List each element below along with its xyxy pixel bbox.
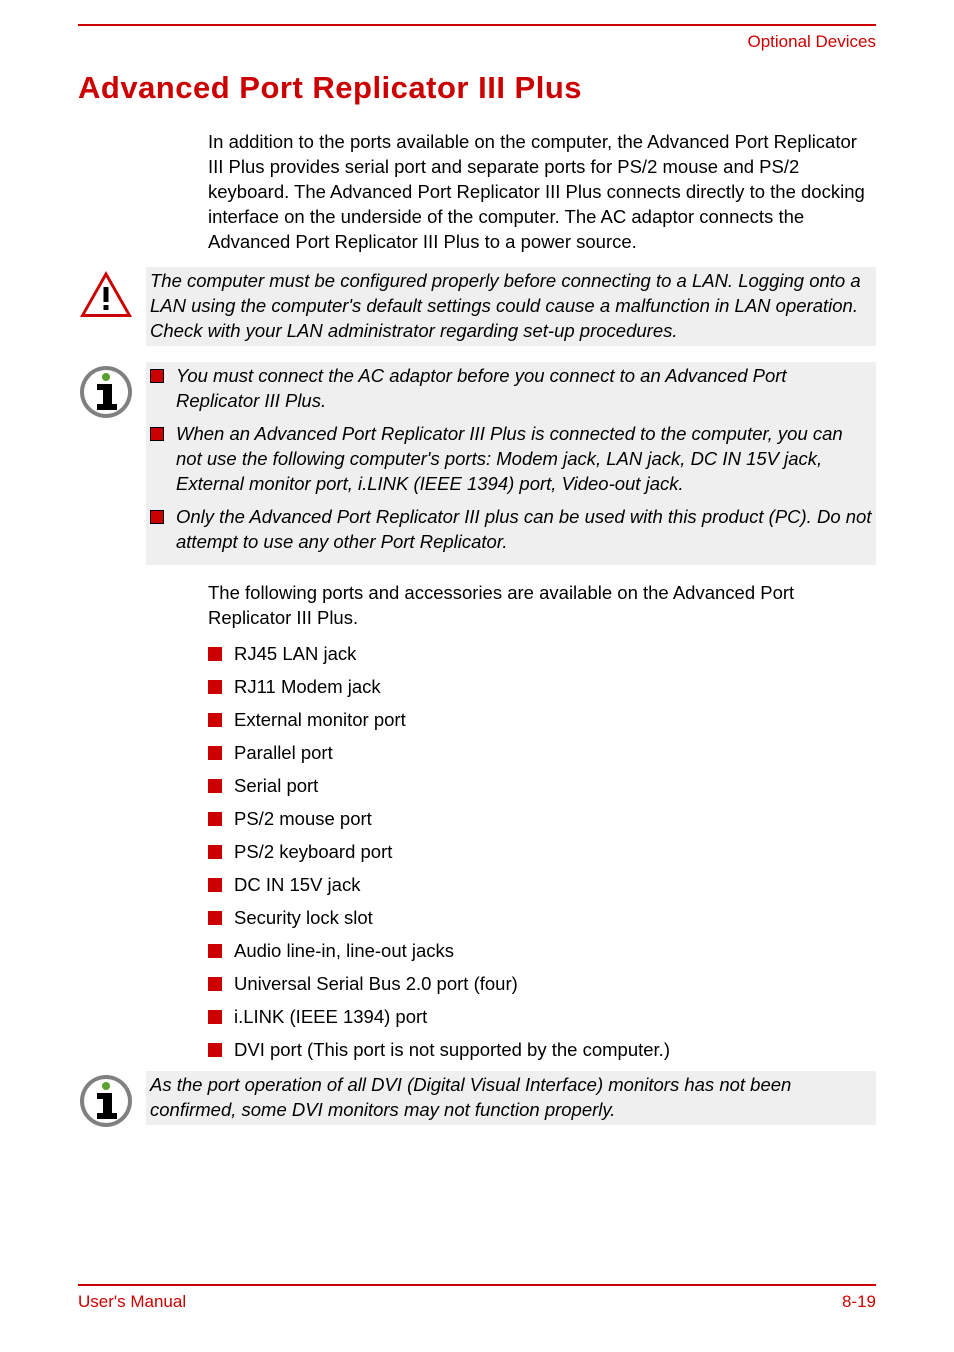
intro-paragraph: In addition to the ports available on th… bbox=[208, 130, 876, 255]
list-item-text: DVI port (This port is not supported by … bbox=[234, 1038, 876, 1063]
header-section-name: Optional Devices bbox=[78, 32, 876, 52]
list-item: Parallel port bbox=[208, 741, 876, 766]
bullet-square-icon bbox=[208, 845, 222, 859]
page-footer: User's Manual 8-19 bbox=[78, 1284, 876, 1312]
list-item-text: Only the Advanced Port Replicator III pl… bbox=[176, 505, 872, 555]
warning-icon bbox=[78, 269, 134, 324]
bullet-square-icon bbox=[150, 427, 164, 441]
bullet-square-icon bbox=[208, 1043, 222, 1057]
bullet-square-icon bbox=[150, 369, 164, 383]
ports-list: RJ45 LAN jack RJ11 Modem jack External mon… bbox=[208, 642, 876, 1063]
list-item-text: You must connect the AC adaptor before y… bbox=[176, 364, 872, 414]
info-icon bbox=[78, 1073, 134, 1134]
list-item-text: PS/2 keyboard port bbox=[234, 840, 876, 865]
list-item-text: RJ45 LAN jack bbox=[234, 642, 876, 667]
list-item: Serial port bbox=[208, 774, 876, 799]
footer-left: User's Manual bbox=[78, 1292, 186, 1312]
list-item: When an Advanced Port Replicator III Plu… bbox=[150, 422, 872, 497]
list-item: DVI port (This port is not supported by … bbox=[208, 1038, 876, 1063]
bullet-square-icon bbox=[208, 647, 222, 661]
info-icon bbox=[78, 364, 134, 425]
list-item: Audio line-in, line-out jacks bbox=[208, 939, 876, 964]
info-callout-2: As the port operation of all DVI (Digita… bbox=[78, 1071, 876, 1134]
bullet-square-icon bbox=[208, 779, 222, 793]
list-item-text: Universal Serial Bus 2.0 port (four) bbox=[234, 972, 876, 997]
bullet-square-icon bbox=[208, 977, 222, 991]
list-item-text: When an Advanced Port Replicator III Plu… bbox=[176, 422, 872, 497]
bullet-square-icon bbox=[208, 812, 222, 826]
list-item: PS/2 mouse port bbox=[208, 807, 876, 832]
list-item-text: Security lock slot bbox=[234, 906, 876, 931]
bullet-square-icon bbox=[208, 746, 222, 760]
page-title: Advanced Port Replicator III Plus bbox=[78, 70, 876, 106]
list-item-text: RJ11 Modem jack bbox=[234, 675, 876, 700]
list-item-text: Audio line-in, line-out jacks bbox=[234, 939, 876, 964]
bullet-square-icon bbox=[208, 1010, 222, 1024]
list-item: Universal Serial Bus 2.0 port (four) bbox=[208, 972, 876, 997]
dvi-note-text: As the port operation of all DVI (Digita… bbox=[146, 1071, 876, 1125]
warning-callout: The computer must be configured properly… bbox=[78, 267, 876, 346]
bullet-square-icon bbox=[150, 510, 164, 524]
list-item: i.LINK (IEEE 1394) port bbox=[208, 1005, 876, 1030]
list-item-text: Parallel port bbox=[234, 741, 876, 766]
info-callout-1: You must connect the AC adaptor before y… bbox=[78, 362, 876, 565]
list-item: You must connect the AC adaptor before y… bbox=[150, 364, 872, 414]
list-item-text: i.LINK (IEEE 1394) port bbox=[234, 1005, 876, 1030]
list-item-text: External monitor port bbox=[234, 708, 876, 733]
list-item: Only the Advanced Port Replicator III pl… bbox=[150, 505, 872, 555]
bullet-square-icon bbox=[208, 713, 222, 727]
bullet-square-icon bbox=[208, 944, 222, 958]
ports-intro: The following ports and accessories are … bbox=[208, 581, 876, 631]
list-item-text: DC IN 15V jack bbox=[234, 873, 876, 898]
footer-rule bbox=[78, 1284, 876, 1286]
list-item-text: PS/2 mouse port bbox=[234, 807, 876, 832]
bullet-square-icon bbox=[208, 680, 222, 694]
list-item: PS/2 keyboard port bbox=[208, 840, 876, 865]
warning-text: The computer must be configured properly… bbox=[146, 267, 876, 346]
list-item: External monitor port bbox=[208, 708, 876, 733]
list-item: RJ45 LAN jack bbox=[208, 642, 876, 667]
bullet-square-icon bbox=[208, 878, 222, 892]
bullet-square-icon bbox=[208, 911, 222, 925]
list-item: DC IN 15V jack bbox=[208, 873, 876, 898]
footer-right: 8-19 bbox=[842, 1292, 876, 1312]
list-item-text: Serial port bbox=[234, 774, 876, 799]
header-rule bbox=[78, 24, 876, 26]
info-list: You must connect the AC adaptor before y… bbox=[146, 362, 876, 565]
list-item: RJ11 Modem jack bbox=[208, 675, 876, 700]
list-item: Security lock slot bbox=[208, 906, 876, 931]
